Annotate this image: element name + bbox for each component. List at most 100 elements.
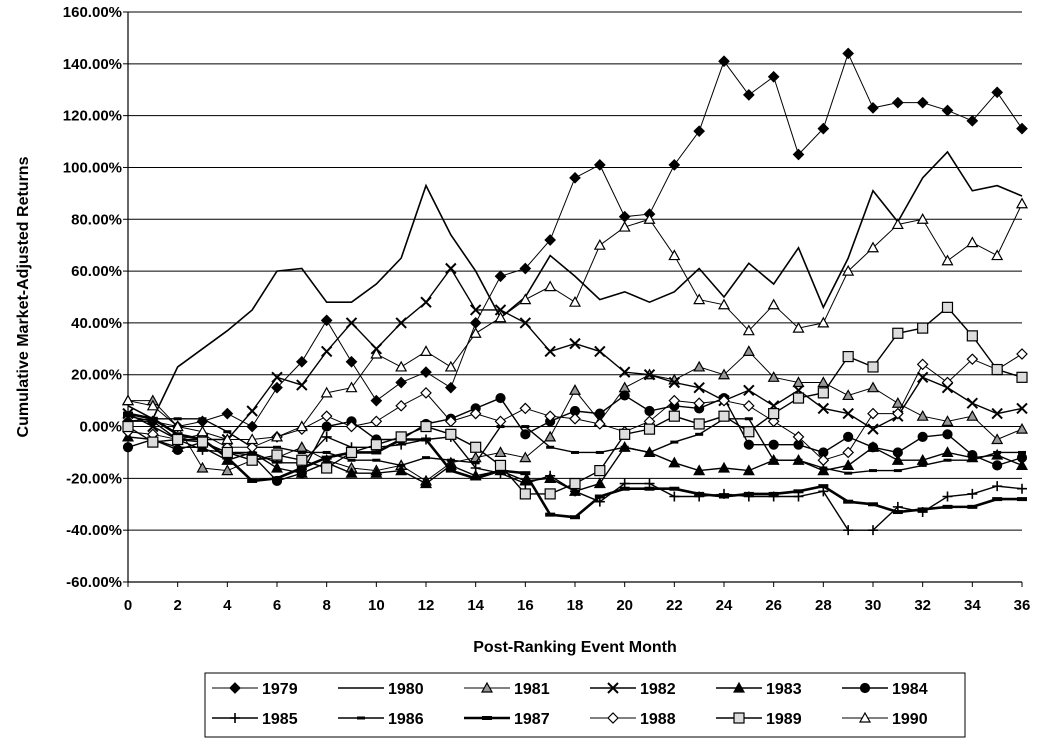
marker bbox=[544, 280, 557, 292]
marker bbox=[246, 405, 258, 417]
marker bbox=[742, 464, 755, 476]
marker bbox=[470, 441, 482, 453]
marker bbox=[992, 481, 1003, 492]
marker bbox=[643, 369, 656, 381]
marker bbox=[544, 345, 556, 358]
legend-box bbox=[204, 672, 966, 738]
marker bbox=[370, 394, 383, 407]
marker bbox=[693, 381, 705, 394]
marker bbox=[891, 218, 904, 230]
marker bbox=[743, 384, 755, 396]
marker bbox=[122, 420, 134, 433]
marker bbox=[693, 397, 706, 410]
x-tick-label: 28 bbox=[815, 597, 832, 614]
marker bbox=[270, 430, 284, 442]
marker bbox=[867, 442, 879, 453]
marker bbox=[767, 371, 780, 382]
marker bbox=[668, 249, 681, 261]
marker bbox=[817, 122, 830, 135]
marker bbox=[792, 148, 805, 161]
marker bbox=[1016, 122, 1028, 135]
marker bbox=[607, 682, 619, 694]
marker bbox=[768, 439, 779, 450]
marker bbox=[843, 525, 854, 536]
marker bbox=[370, 439, 382, 451]
marker bbox=[545, 470, 556, 481]
marker bbox=[568, 384, 582, 395]
marker bbox=[221, 407, 234, 420]
marker bbox=[966, 353, 979, 366]
marker bbox=[544, 234, 557, 246]
marker bbox=[1016, 402, 1028, 415]
legend-label: 1980 bbox=[388, 681, 424, 698]
y-tick-label: 40.00% bbox=[71, 315, 122, 332]
marker bbox=[246, 420, 259, 433]
marker bbox=[991, 249, 1004, 261]
x-tick-label: 20 bbox=[616, 597, 633, 614]
y-tick-label: -40.00% bbox=[66, 522, 122, 539]
y-tick-label: 20.00% bbox=[71, 367, 122, 384]
marker bbox=[842, 47, 855, 60]
marker bbox=[792, 431, 805, 443]
marker bbox=[520, 478, 531, 489]
marker bbox=[817, 376, 830, 388]
marker bbox=[568, 295, 582, 307]
marker bbox=[966, 114, 979, 127]
y-tick-label: 140.00% bbox=[63, 56, 122, 73]
x-tick-label: 14 bbox=[467, 597, 484, 614]
marker bbox=[229, 682, 241, 694]
marker bbox=[941, 446, 954, 458]
marker bbox=[121, 394, 135, 406]
marker bbox=[494, 459, 507, 472]
marker bbox=[395, 431, 407, 443]
marker bbox=[618, 220, 631, 232]
marker bbox=[420, 420, 432, 433]
marker bbox=[942, 429, 953, 440]
legend-label: 1986 bbox=[388, 711, 424, 728]
marker bbox=[991, 433, 1004, 445]
marker bbox=[395, 464, 408, 476]
marker bbox=[966, 397, 979, 409]
marker bbox=[1015, 197, 1029, 209]
marker bbox=[420, 366, 432, 378]
marker bbox=[172, 433, 184, 446]
marker bbox=[916, 358, 929, 371]
marker bbox=[792, 392, 805, 404]
marker bbox=[916, 213, 929, 224]
marker bbox=[643, 423, 656, 435]
marker bbox=[246, 433, 259, 445]
marker bbox=[296, 454, 308, 466]
marker bbox=[594, 464, 606, 477]
marker bbox=[668, 410, 680, 422]
marker bbox=[743, 439, 754, 450]
marker bbox=[295, 355, 308, 368]
marker bbox=[668, 376, 681, 389]
marker bbox=[345, 317, 358, 329]
marker bbox=[480, 681, 494, 693]
marker bbox=[618, 366, 631, 378]
series-line bbox=[128, 52, 1023, 428]
marker bbox=[859, 682, 871, 694]
y-tick-label: 60.00% bbox=[71, 263, 122, 280]
marker bbox=[594, 408, 605, 419]
marker bbox=[916, 371, 929, 384]
marker bbox=[445, 262, 457, 275]
y-axis-title: Cumulative Market-Adjusted Returns bbox=[15, 156, 32, 437]
marker bbox=[469, 317, 482, 329]
legend-label: 1988 bbox=[640, 711, 676, 728]
marker bbox=[320, 410, 333, 423]
marker bbox=[345, 381, 358, 393]
marker bbox=[767, 298, 780, 310]
y-tick-label: 160.00% bbox=[63, 4, 122, 21]
marker bbox=[370, 466, 383, 478]
marker bbox=[891, 453, 904, 465]
marker bbox=[445, 428, 457, 440]
marker bbox=[420, 387, 432, 399]
marker bbox=[991, 448, 1004, 460]
x-tick-label: 4 bbox=[223, 597, 232, 614]
marker bbox=[891, 407, 904, 420]
marker bbox=[867, 361, 879, 373]
marker bbox=[967, 488, 978, 499]
marker bbox=[743, 426, 755, 438]
legend-label: 1989 bbox=[766, 711, 802, 728]
